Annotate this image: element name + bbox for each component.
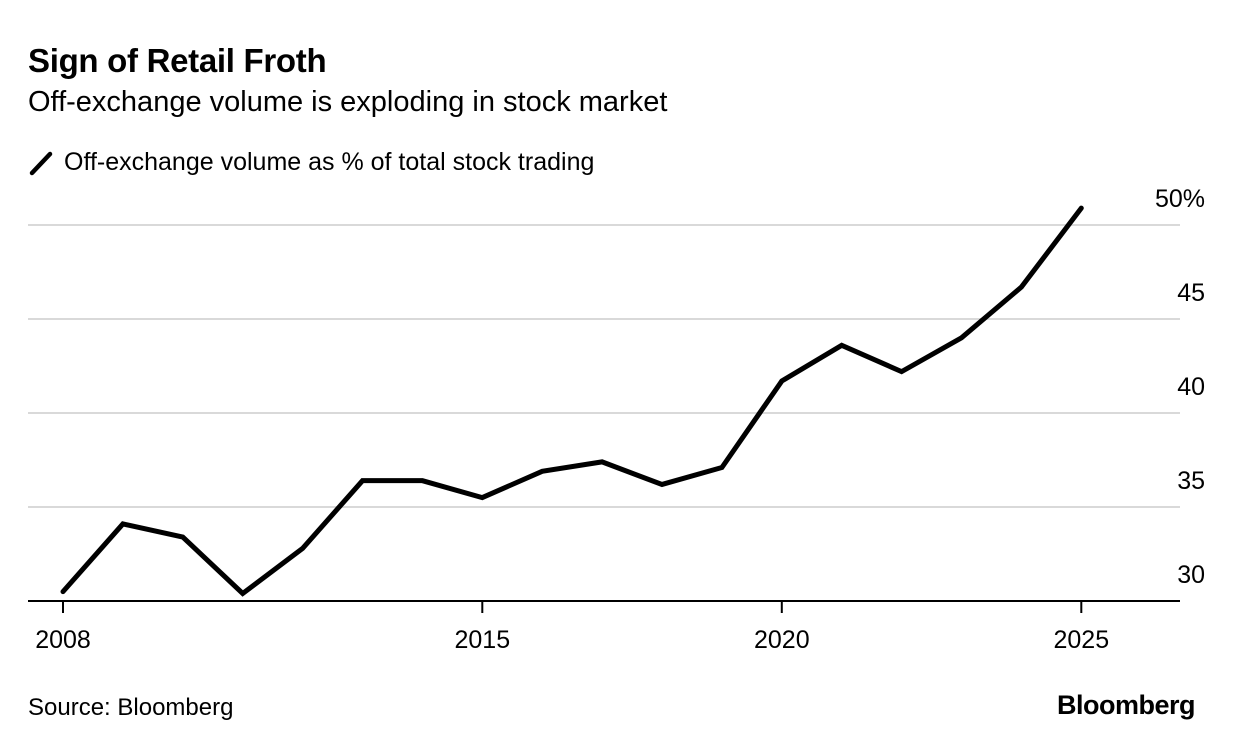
y-tick-label: 45	[1177, 279, 1205, 307]
y-tick-label: 35	[1177, 467, 1205, 495]
legend-line-icon	[29, 151, 53, 175]
y-tick-label: 40	[1177, 373, 1205, 401]
chart-title: Sign of Retail Froth	[28, 42, 327, 79]
x-tick-label: 2020	[754, 626, 810, 654]
x-tick-label: 2008	[35, 626, 91, 654]
series-line	[60, 205, 1084, 597]
x-tick-label: 2025	[1053, 626, 1109, 654]
source-note: Source: Bloomberg	[28, 694, 234, 721]
bloomberg-logo: Bloomberg	[1056, 690, 1196, 720]
y-tick-label: 50%	[1155, 185, 1205, 213]
x-tick-label: 2015	[454, 626, 510, 654]
y-tick-label: 30	[1177, 561, 1205, 589]
legend: Off-exchange volume as % of total stock …	[28, 148, 594, 177]
legend-label: Off-exchange volume as % of total stock …	[64, 148, 595, 176]
chart-subtitle: Off-exchange volume is exploding in stoc…	[28, 86, 668, 118]
